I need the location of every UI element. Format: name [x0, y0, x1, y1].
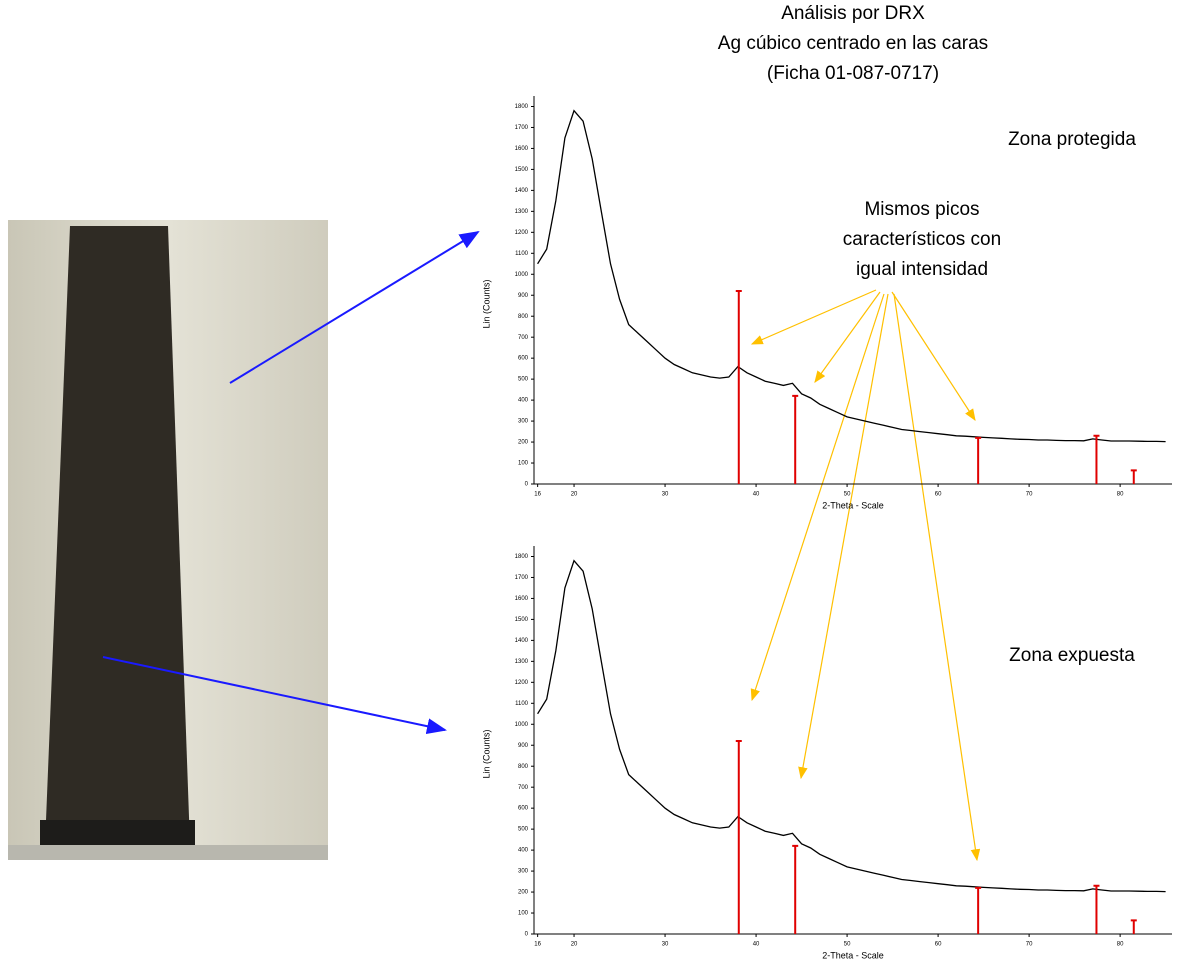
reference-peak: [1130, 469, 1137, 484]
y-tick-label: 1600: [515, 596, 529, 602]
y-tick-label: 900: [518, 293, 529, 299]
x-tick-label: 50: [844, 942, 851, 948]
y-tick-label: 1400: [515, 188, 529, 194]
y-tick-label: 1100: [515, 251, 529, 257]
y-tick-label: 100: [518, 911, 529, 917]
xrd-pattern: [537, 559, 1166, 893]
y-tick-label: 0: [525, 482, 529, 488]
y-tick-label: 300: [518, 869, 529, 875]
zone-label: Zona expuesta: [1009, 645, 1135, 666]
reference-peak: [735, 740, 742, 934]
y-tick-label: 800: [518, 764, 529, 770]
title-line: Ag cúbico centrado en las caras: [718, 33, 988, 54]
y-tick-label: 1700: [515, 125, 529, 131]
y-tick-label: 600: [518, 806, 529, 812]
y-tick-label: 600: [518, 356, 529, 362]
x-tick-label: 40: [753, 942, 760, 948]
y-tick-label: 1000: [515, 722, 529, 728]
y-tick-label: 900: [518, 743, 529, 749]
y-tick-label: 1300: [515, 209, 529, 215]
annotation-line: característicos con: [843, 229, 1001, 250]
y-tick-label: 1700: [515, 575, 529, 581]
y-tick-label: 1800: [515, 554, 529, 560]
reference-peak: [792, 394, 799, 484]
y-tick-label: 1000: [515, 272, 529, 278]
reference-peak: [975, 436, 982, 484]
y-tick-label: 1100: [515, 701, 529, 707]
y-tick-label: 1600: [515, 146, 529, 152]
y-tick-label: 400: [518, 398, 529, 404]
y-tick-label: 1300: [515, 659, 529, 665]
x-tick-label: 80: [1117, 492, 1124, 498]
title-line: Análisis por DRX: [781, 3, 925, 24]
y-tick-label: 700: [518, 335, 529, 341]
y-axis-label: Lin (Counts): [481, 729, 491, 778]
x-tick-label: 16: [534, 942, 541, 948]
y-tick-label: 1500: [515, 167, 529, 173]
x-tick-label: 20: [571, 492, 578, 498]
y-tick-label: 1400: [515, 638, 529, 644]
reference-peak: [1130, 919, 1137, 934]
y-tick-label: 1200: [515, 680, 529, 686]
reference-peak: [1093, 434, 1100, 484]
reference-peak: [975, 886, 982, 934]
y-tick-label: 1500: [515, 617, 529, 623]
x-tick-label: 30: [662, 942, 669, 948]
arrows: [102, 230, 981, 862]
x-tick-label: 50: [844, 492, 851, 498]
zone-label: Zona protegida: [1008, 129, 1136, 150]
reference-peak: [792, 844, 799, 934]
y-tick-label: 500: [518, 377, 529, 383]
reference-peak: [735, 290, 742, 484]
x-tick-label: 80: [1117, 942, 1124, 948]
y-axis-label: Lin (Counts): [481, 279, 491, 328]
y-tick-label: 400: [518, 848, 529, 854]
annotation-line: igual intensidad: [856, 259, 988, 280]
y-tick-label: 100: [518, 461, 529, 467]
sample-photo: [8, 220, 328, 860]
x-tick-label: 16: [534, 492, 541, 498]
x-tick-label: 30: [662, 492, 669, 498]
x-tick-label: 40: [753, 492, 760, 498]
reference-peak: [1093, 884, 1100, 934]
x-axis-label: 2-Theta - Scale: [822, 950, 884, 960]
x-tick-label: 60: [935, 492, 942, 498]
y-tick-label: 200: [518, 890, 529, 896]
y-tick-label: 0: [525, 932, 529, 938]
x-tick-label: 70: [1026, 942, 1033, 948]
xrd-pattern: [537, 109, 1166, 443]
y-tick-label: 200: [518, 440, 529, 446]
annotation-line: Mismos picos: [864, 199, 979, 220]
y-tick-label: 1800: [515, 104, 529, 110]
title-line: (Ficha 01-087-0717): [767, 63, 939, 84]
x-axis-label: 2-Theta - Scale: [822, 500, 884, 510]
y-tick-label: 800: [518, 314, 529, 320]
x-tick-label: 60: [935, 942, 942, 948]
x-tick-label: 70: [1026, 492, 1033, 498]
x-tick-label: 20: [571, 942, 578, 948]
y-tick-label: 1200: [515, 230, 529, 236]
y-tick-label: 300: [518, 419, 529, 425]
y-tick-label: 500: [518, 827, 529, 833]
y-tick-label: 700: [518, 785, 529, 791]
